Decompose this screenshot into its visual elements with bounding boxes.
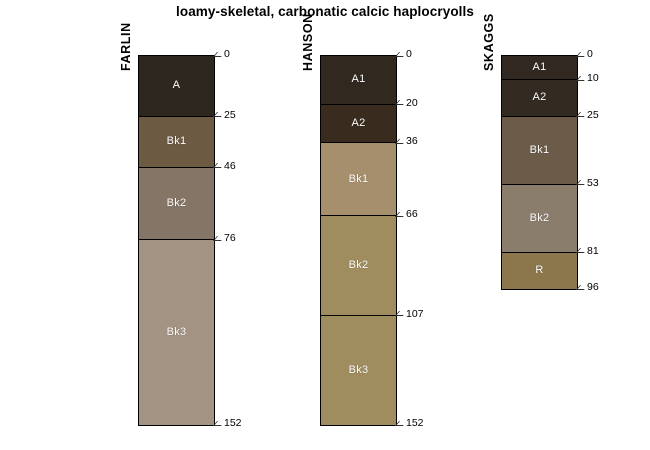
horizon-label: A1 bbox=[532, 61, 547, 74]
horizon-farlin-a: A bbox=[139, 56, 214, 117]
horizon-label: A2 bbox=[351, 116, 366, 129]
depth-value: 25 bbox=[587, 108, 599, 121]
depth-tick-skaggs-10: 10 bbox=[575, 72, 599, 85]
profile-name-hanson: HANSON bbox=[301, 13, 315, 71]
depth-tick-hanson-152: 152 bbox=[394, 416, 424, 429]
horizon-label: A1 bbox=[351, 73, 366, 86]
depth-tick-farlin-25: 25 bbox=[212, 108, 236, 121]
depth-value: 0 bbox=[406, 48, 412, 60]
horizon-label: Bk2 bbox=[348, 258, 369, 271]
profile-column-hanson: A1 A2 Bk1 Bk2 Bk3 bbox=[320, 55, 397, 426]
profile-name-farlin: FARLIN bbox=[119, 22, 133, 71]
horizon-skaggs-r: R bbox=[502, 252, 577, 289]
depth-value: 53 bbox=[587, 176, 599, 189]
horizon-farlin-bk1: Bk1 bbox=[139, 116, 214, 168]
horizon-farlin-bk2: Bk2 bbox=[139, 167, 214, 241]
depth-tick-skaggs-25: 25 bbox=[575, 108, 599, 121]
horizon-skaggs-bk2: Bk2 bbox=[502, 184, 577, 253]
depth-value: 96 bbox=[587, 280, 599, 293]
horizon-hanson-bk1: Bk1 bbox=[321, 143, 396, 217]
depth-tick-skaggs-0: 0 bbox=[575, 48, 593, 60]
depth-value: 0 bbox=[587, 48, 593, 60]
horizon-label: A2 bbox=[532, 91, 547, 104]
depth-tick-hanson-20: 20 bbox=[394, 96, 418, 109]
horizon-hanson-a2: A2 bbox=[321, 104, 396, 144]
depth-tick-hanson-107: 107 bbox=[394, 307, 424, 320]
horizon-farlin-bk3: Bk3 bbox=[139, 240, 214, 425]
horizon-skaggs-bk1: Bk1 bbox=[502, 116, 577, 185]
depth-value: 152 bbox=[224, 416, 242, 429]
profile-column-skaggs: A1 A2 Bk1 Bk2 R bbox=[501, 55, 578, 290]
depth-tick-skaggs-96: 96 bbox=[575, 280, 599, 293]
horizon-hanson-a1: A1 bbox=[321, 56, 396, 105]
profile-name-skaggs: SKAGGS bbox=[482, 13, 496, 71]
chart-title: loamy-skeletal, carbonatic calcic haploc… bbox=[176, 4, 474, 19]
depth-tick-farlin-46: 46 bbox=[212, 159, 236, 172]
horizon-label: Bk1 bbox=[529, 143, 550, 156]
horizon-label: Bk1 bbox=[166, 135, 187, 148]
depth-value: 46 bbox=[224, 159, 236, 172]
horizon-label: Bk3 bbox=[348, 363, 369, 376]
profile-column-farlin: A Bk1 Bk2 Bk3 bbox=[138, 55, 215, 426]
horizon-label: Bk3 bbox=[166, 326, 187, 339]
depth-value: 36 bbox=[406, 135, 418, 148]
horizon-hanson-bk2: Bk2 bbox=[321, 216, 396, 316]
depth-tick-skaggs-53: 53 bbox=[575, 176, 599, 189]
depth-tick-farlin-76: 76 bbox=[212, 232, 236, 245]
depth-value: 66 bbox=[406, 208, 418, 221]
depth-tick-farlin-0: 0 bbox=[212, 48, 230, 60]
depth-value: 0 bbox=[224, 48, 230, 60]
depth-tick-farlin-152: 152 bbox=[212, 416, 242, 429]
depth-tick-hanson-0: 0 bbox=[394, 48, 412, 60]
depth-value: 107 bbox=[406, 307, 424, 320]
depth-value: 25 bbox=[224, 108, 236, 121]
horizon-label: R bbox=[535, 264, 544, 277]
horizon-label: Bk2 bbox=[166, 197, 187, 210]
horizon-label: Bk2 bbox=[529, 211, 550, 224]
depth-value: 152 bbox=[406, 416, 424, 429]
horizon-hanson-bk3: Bk3 bbox=[321, 315, 396, 425]
depth-tick-hanson-36: 36 bbox=[394, 135, 418, 148]
depth-value: 76 bbox=[224, 232, 236, 245]
depth-value: 20 bbox=[406, 96, 418, 109]
horizon-skaggs-a1: A1 bbox=[502, 56, 577, 81]
depth-value: 81 bbox=[587, 244, 599, 257]
depth-tick-hanson-66: 66 bbox=[394, 208, 418, 221]
depth-tick-skaggs-81: 81 bbox=[575, 244, 599, 257]
depth-value: 10 bbox=[587, 72, 599, 85]
horizon-label: Bk1 bbox=[348, 172, 369, 185]
horizon-label: A bbox=[172, 79, 181, 92]
horizon-skaggs-a2: A2 bbox=[502, 80, 577, 117]
